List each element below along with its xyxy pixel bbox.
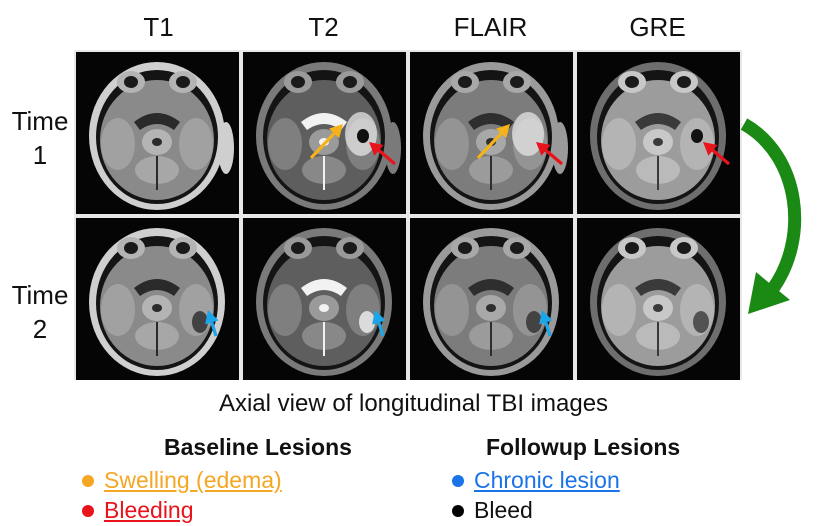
row-header-time2: Time 2: [8, 278, 72, 346]
bleeding-arrow-icon: [369, 142, 397, 166]
legend-item-swelling: Swelling (edema): [82, 467, 282, 494]
bleeding-arrow-icon: [536, 142, 564, 166]
column-header-flair: FLAIR: [453, 12, 528, 42]
legend-item-swelling-label: Swelling (edema): [104, 467, 282, 493]
legend-baseline-title: Baseline Lesions: [164, 434, 352, 460]
row-header-time1-line2: 1: [32, 140, 48, 170]
column-header-t1: T1: [143, 12, 174, 42]
row-header-time2-line2: 2: [32, 314, 48, 344]
mri-image-grid: [74, 50, 742, 380]
mri-flair-time2: [410, 218, 573, 380]
legend-item-chronic-lesion-label: Chronic lesion: [474, 467, 620, 493]
row-header-time1-line1: Time: [11, 106, 69, 136]
legend-followup-title: Followup Lesions: [486, 434, 681, 460]
mri-t2-time1: [243, 52, 406, 214]
chronic-lesion-dot-icon: [452, 474, 464, 487]
legend-item-bleed-label: Bleed: [474, 497, 533, 523]
mri-t1-time2: [76, 218, 239, 380]
legend-item-chronic-lesion: Chronic lesion: [452, 467, 620, 494]
chronic-lesion-arrow-icon: [372, 310, 386, 337]
figure-caption: Axial view of longitudinal TBI images: [218, 390, 609, 417]
legend-item-bleed: Bleed: [452, 497, 533, 524]
mri-t2-time2: [243, 218, 406, 380]
mri-gre-time1: [577, 52, 740, 214]
mri-t1-time1: [76, 52, 239, 214]
bleeding-dot-icon: [82, 504, 94, 517]
mri-flair-time1: [410, 52, 573, 214]
time-progression-arrow-icon: [740, 118, 802, 314]
chronic-lesion-arrow-icon: [539, 310, 553, 337]
column-header-gre: GRE: [629, 12, 686, 42]
edema-arrow-icon: [309, 124, 343, 160]
bleed-dot-icon: [452, 504, 464, 517]
mri-gre-time2: [577, 218, 740, 380]
row-header-time1: Time 1: [8, 104, 72, 172]
chronic-lesion-arrow-icon: [205, 310, 219, 337]
legend-item-bleeding-label: Bleeding: [104, 497, 194, 523]
edema-arrow-icon: [476, 124, 510, 160]
swelling-dot-icon: [82, 474, 94, 487]
legend-item-bleeding: Bleeding: [82, 497, 194, 524]
bleeding-arrow-icon: [703, 142, 731, 166]
column-header-t2: T2: [308, 12, 339, 42]
row-header-time2-line1: Time: [11, 280, 69, 310]
